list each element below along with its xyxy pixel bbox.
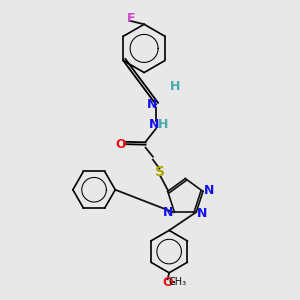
Text: O: O: [115, 138, 126, 151]
Text: N: N: [164, 206, 174, 219]
Text: F: F: [127, 12, 135, 25]
Text: H: H: [170, 80, 180, 93]
Text: N: N: [147, 98, 157, 111]
Text: O: O: [162, 276, 173, 289]
Text: H: H: [158, 118, 168, 131]
Text: CH₃: CH₃: [168, 277, 186, 287]
Text: N: N: [197, 207, 207, 220]
Text: N: N: [149, 118, 160, 131]
Text: N: N: [204, 184, 214, 197]
Text: S: S: [155, 165, 165, 179]
